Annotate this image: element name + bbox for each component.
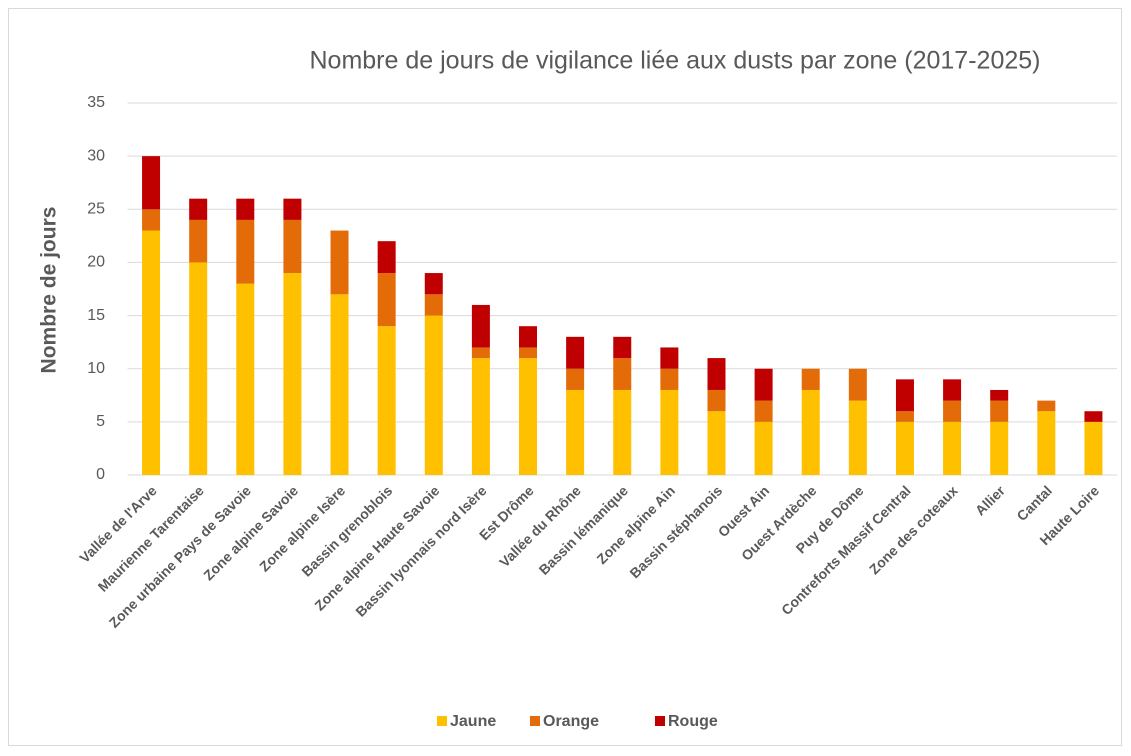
bar-segment: [990, 421, 1009, 475]
legend-label: Jaune: [450, 713, 496, 730]
bar-segment: [566, 336, 585, 369]
bar-segment: [330, 230, 349, 295]
bar-segment: [471, 304, 490, 348]
bar-segment: [707, 389, 726, 412]
bar-segment: [471, 347, 490, 359]
legend-label: Orange: [543, 713, 599, 730]
y-tick-label: 0: [96, 466, 105, 483]
bar-segment: [519, 358, 538, 475]
bar-segment: [660, 368, 679, 390]
y-tick-label: 25: [87, 201, 105, 218]
y-tick-label: 30: [87, 147, 105, 164]
bar-segment: [990, 389, 1009, 401]
y-axis-label: Nombre de jours: [38, 207, 61, 374]
bar-segment: [283, 219, 302, 274]
bar-segment: [189, 198, 208, 220]
bar-segment: [1037, 400, 1056, 412]
bar-segment: [377, 273, 396, 327]
legend-swatch: [655, 716, 665, 726]
bar-segment: [1084, 411, 1103, 422]
bar-segment: [990, 400, 1009, 422]
bar-segment: [142, 156, 161, 210]
bar-segment: [895, 411, 914, 422]
y-tick-label: 20: [87, 254, 105, 271]
bar-segment: [707, 411, 726, 475]
bar-segment: [754, 400, 773, 422]
bar-segment: [943, 400, 962, 422]
bar-segment: [236, 283, 255, 475]
chart-title: Nombre de jours de vigilance liée aux du…: [310, 47, 1041, 75]
bar-segment: [424, 315, 443, 475]
bar-segment: [613, 389, 632, 475]
y-tick-label: 15: [87, 307, 105, 324]
bar-segment: [1084, 421, 1103, 475]
bar-segment: [566, 389, 585, 475]
bar-segment: [424, 273, 443, 295]
bar-segment: [848, 368, 867, 401]
bar-segment: [189, 219, 208, 263]
bar-segment: [613, 336, 632, 359]
bar-segment: [754, 368, 773, 401]
bar-segment: [943, 421, 962, 475]
bar-segment: [189, 262, 208, 475]
bar-segment: [943, 379, 962, 401]
bar-segment: [236, 219, 255, 284]
bar-segment: [660, 389, 679, 475]
legend-label: Rouge: [668, 713, 718, 730]
bar-segment: [754, 421, 773, 475]
bar-segment: [613, 358, 632, 390]
bar-segment: [236, 198, 255, 220]
bar-segment: [895, 421, 914, 475]
bar-segment: [142, 209, 161, 231]
bar-segment: [283, 198, 302, 220]
y-tick-label: 35: [87, 94, 105, 111]
y-tick-label: 10: [87, 360, 105, 377]
bar-segment: [377, 326, 396, 475]
bar-segment: [848, 400, 867, 475]
chart-frame: [8, 8, 1122, 746]
bar-segment: [895, 379, 914, 412]
bar-segment: [519, 326, 538, 348]
bar-segment: [330, 294, 349, 475]
bar-segment: [801, 389, 820, 475]
bar-segment: [801, 368, 820, 390]
bar-segment: [471, 358, 490, 475]
bar-segment: [142, 230, 161, 475]
bar-segment: [377, 241, 396, 274]
legend-swatch: [437, 716, 447, 726]
bar-segment: [283, 273, 302, 475]
bar-segment: [1037, 411, 1056, 475]
y-tick-label: 5: [96, 413, 105, 430]
bar-segment: [660, 347, 679, 369]
legend-swatch: [530, 716, 540, 726]
bar-segment: [519, 347, 538, 359]
bar-segment: [566, 368, 585, 390]
bar-segment: [424, 294, 443, 316]
bar-segment: [707, 358, 726, 390]
